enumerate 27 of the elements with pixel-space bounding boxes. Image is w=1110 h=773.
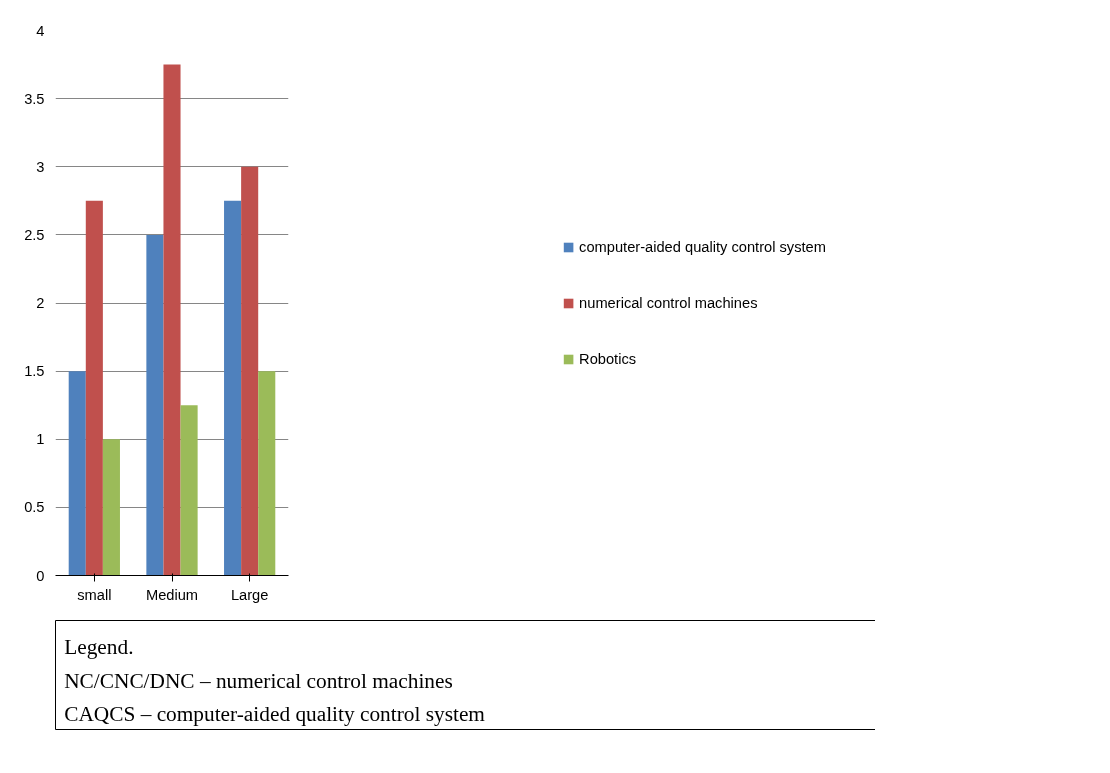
y-tick-label: 0: [36, 567, 45, 584]
x-tick-label: Medium: [145, 586, 199, 603]
bar: [102, 439, 120, 576]
bar: [241, 166, 259, 576]
y-tick-label: 0.5: [24, 499, 45, 516]
bar: [258, 371, 276, 576]
text: CAQCS – computer-aided quality control system: [64, 701, 486, 726]
bar: [146, 234, 164, 576]
y-tick-label: 4: [36, 22, 45, 39]
text: NC/CNC/DNC – numerical control machines: [64, 668, 453, 693]
x-tick-label: Large: [230, 586, 269, 603]
bar: [224, 200, 242, 576]
y-tick-label: 3: [36, 158, 45, 175]
y-tick-label: 1.5: [24, 363, 45, 380]
legend-label: Robotics: [579, 350, 637, 367]
legend-label: numerical control machines: [579, 294, 758, 311]
bar: [85, 200, 103, 576]
bar: [163, 64, 181, 576]
bar: [180, 405, 198, 576]
y-tick-label: 2.5: [24, 226, 45, 243]
text: Legend.: [64, 635, 134, 660]
y-tick-label: 1: [36, 431, 45, 448]
y-tick-label: 3.5: [24, 90, 45, 107]
legend-label: computer-aided quality control system: [579, 238, 826, 255]
y-tick-label: 2: [36, 295, 45, 311]
x-tick-label: small: [77, 586, 112, 603]
bar: [68, 371, 86, 576]
